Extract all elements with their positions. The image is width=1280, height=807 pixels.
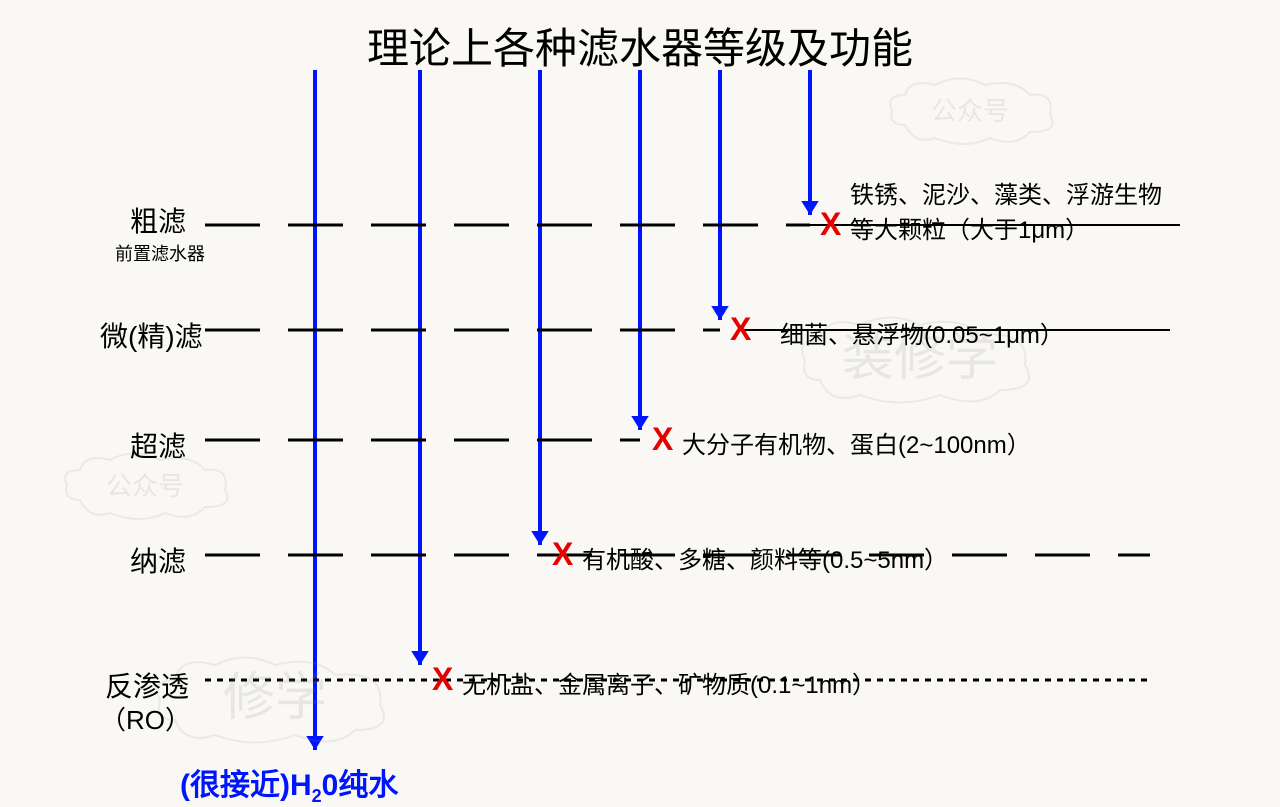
level-desc-top-0: 铁锈、泥沙、藻类、浮游生物 (850, 175, 1162, 210)
flow-arrowhead-5 (801, 201, 819, 215)
level-desc-4: 无机盐、金属离子、矿物质(0.1~1nm） (462, 665, 876, 700)
output-post: 0纯水 (322, 769, 399, 802)
flow-arrowhead-1 (411, 651, 429, 665)
flow-arrowhead-4 (711, 306, 729, 320)
level-desc-0: 等大颗粒（大于1μm） (850, 210, 1089, 245)
level-label-0: 粗滤 (130, 200, 186, 240)
output-label: (很接近)H20纯水 (180, 760, 398, 807)
level-desc-3: 有机酸、多糖、颜料等(0.5~5nm） (582, 540, 948, 575)
flow-arrowhead-2 (531, 531, 549, 545)
x-mark-icon: X (820, 208, 841, 240)
level-sublabel-0: 前置滤水器 (115, 240, 205, 266)
x-mark-icon: X (652, 423, 673, 455)
level-label-4: 反渗透 (105, 665, 189, 705)
level-sublabel-4: （RO） (100, 700, 191, 737)
level-desc-1: 细菌、悬浮物(0.05~1μm） (780, 315, 1064, 350)
flow-arrowhead-0 (306, 736, 324, 750)
level-desc-2: 大分子有机物、蛋白(2~100nm） (682, 425, 1031, 460)
level-label-2: 超滤 (130, 425, 186, 465)
level-label-1: 微(精)滤 (100, 315, 203, 355)
output-sub: 2 (312, 786, 322, 806)
level-label-3: 纳滤 (130, 540, 186, 580)
output-pre: (很接近)H (180, 769, 312, 802)
x-mark-icon: X (552, 538, 573, 570)
x-mark-icon: X (730, 313, 751, 345)
x-mark-icon: X (432, 663, 453, 695)
flow-arrowhead-3 (631, 416, 649, 430)
